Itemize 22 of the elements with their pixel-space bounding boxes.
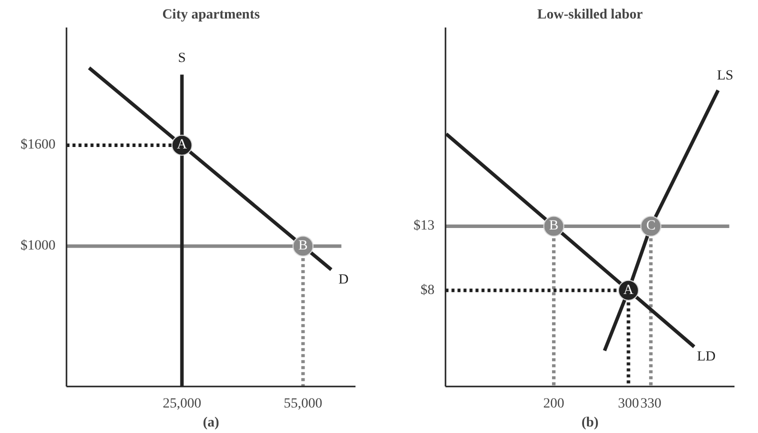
- series-label: LS: [717, 68, 734, 84]
- y-tick-label: $1600: [20, 138, 56, 153]
- y-tick-label: $1000: [20, 238, 56, 254]
- x-tick-label: 330: [640, 396, 662, 412]
- annotation: B: [549, 218, 558, 234]
- annotation: A: [623, 282, 634, 298]
- y-tick-label: $8: [420, 282, 434, 298]
- series-label: LD: [696, 350, 716, 365]
- x-tick-label: 200: [543, 396, 564, 412]
- chart-title: Low-skilled labor: [537, 8, 643, 22]
- y-tick-label: $13: [414, 218, 434, 234]
- series-label: D: [338, 272, 349, 288]
- x-axis-title: (a): [202, 416, 220, 430]
- annotation: B: [298, 238, 308, 254]
- x-tick-label: 55,000: [284, 396, 322, 412]
- chart-title: City apartments: [162, 8, 260, 22]
- annotation: C: [646, 218, 656, 234]
- annotation: A: [176, 138, 188, 153]
- x-tick-label: 300: [618, 396, 639, 412]
- x-axis-title: (b): [581, 416, 599, 430]
- series-label: S: [178, 51, 186, 66]
- x-tick-label: 25,000: [162, 396, 202, 412]
